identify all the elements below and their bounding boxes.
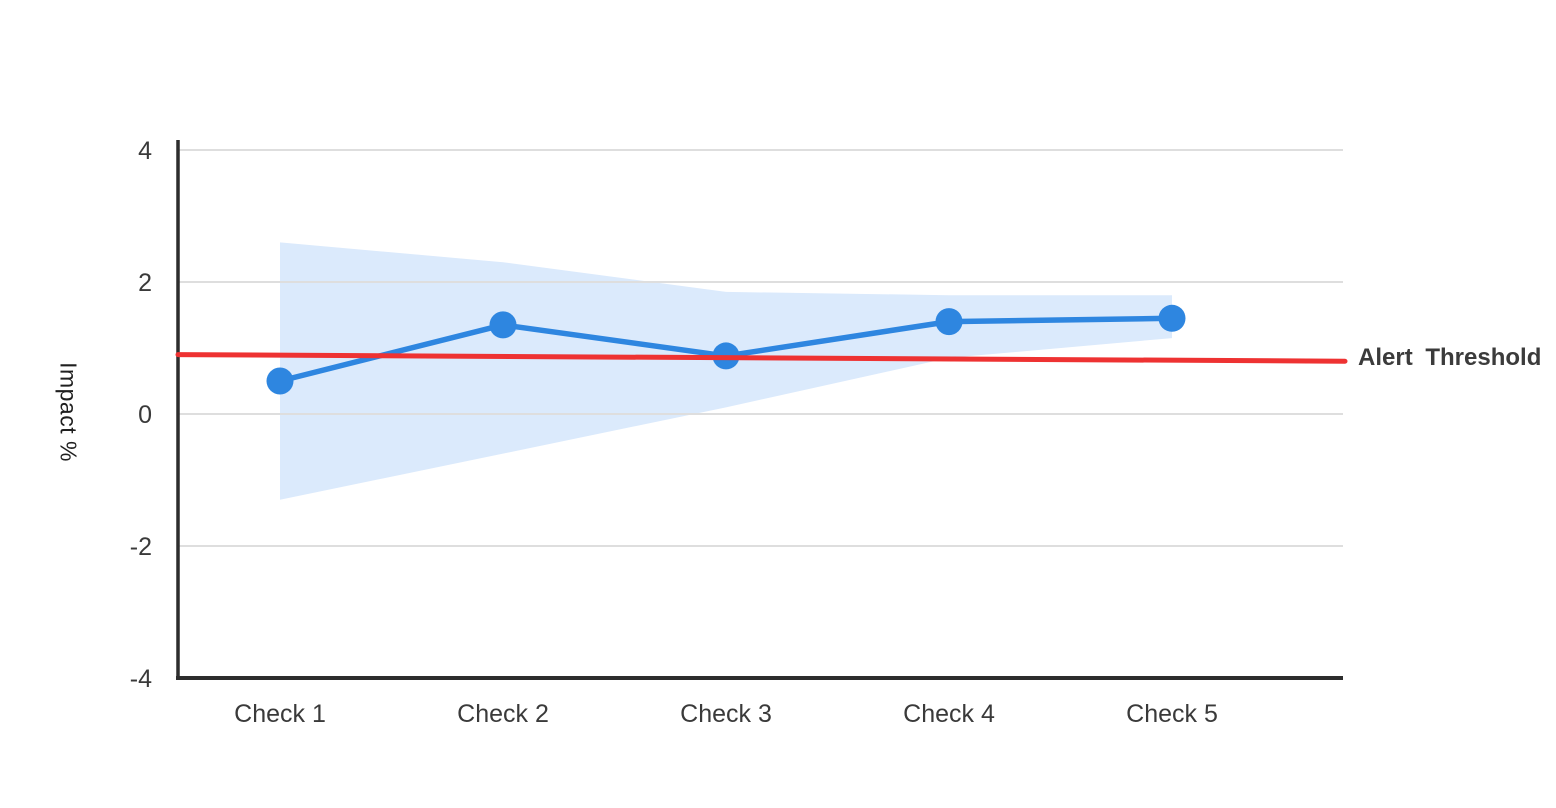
alert-threshold-label: Alert Threshold xyxy=(1358,344,1542,371)
x-tick-label-check-2: Check 2 xyxy=(457,700,549,728)
y-tick-label-0: 0 xyxy=(138,401,152,429)
data-point-check-4 xyxy=(935,308,963,336)
data-point-check-5 xyxy=(1158,304,1186,332)
y-tick-label--4: -4 xyxy=(130,665,152,693)
data-point-check-2 xyxy=(489,311,517,339)
x-tick-label-check-4: Check 4 xyxy=(903,700,995,728)
y-tick-label-2: 2 xyxy=(138,269,152,297)
y-tick-label--2: -2 xyxy=(130,533,152,561)
y-axis-title: Impact % xyxy=(55,362,82,462)
y-tick-label-4: 4 xyxy=(138,137,152,165)
x-tick-label-check-1: Check 1 xyxy=(234,700,326,728)
alert-threshold-line xyxy=(175,352,1348,364)
confidence-band-area xyxy=(280,242,1172,500)
x-tick-label-check-3: Check 3 xyxy=(680,700,772,728)
x-tick-label-check-5: Check 5 xyxy=(1126,700,1218,728)
data-point-check-1 xyxy=(266,367,294,395)
